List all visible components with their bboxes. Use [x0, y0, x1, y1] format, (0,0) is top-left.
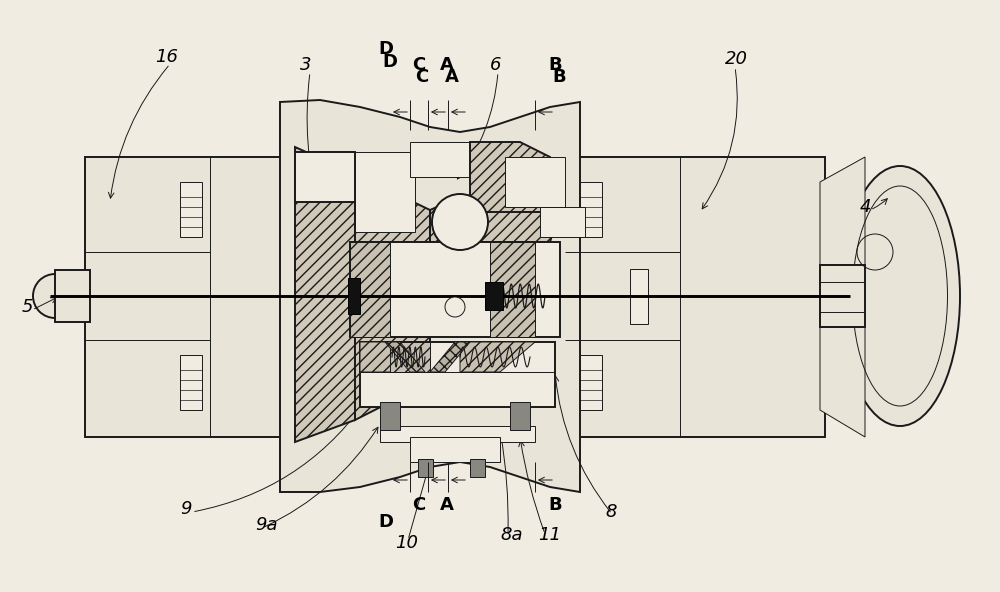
Text: 4: 4	[860, 198, 872, 216]
Polygon shape	[350, 242, 390, 337]
Text: A: A	[440, 56, 454, 74]
Text: 8a: 8a	[500, 526, 522, 544]
Bar	[180, 182, 202, 237]
Bar	[350, 242, 560, 337]
Circle shape	[33, 274, 77, 318]
Bar	[565, 157, 825, 437]
Bar	[580, 182, 602, 237]
Text: 10: 10	[395, 534, 418, 552]
Polygon shape	[385, 342, 425, 372]
Text: 9a: 9a	[255, 516, 278, 534]
Text: A: A	[445, 68, 459, 86]
Bar	[820, 265, 865, 327]
Text: 6: 6	[490, 56, 502, 74]
Bar	[410, 437, 500, 462]
Text: D: D	[382, 53, 397, 71]
Bar	[380, 426, 535, 442]
Text: C: C	[412, 496, 425, 514]
Bar	[380, 402, 400, 430]
Text: B: B	[548, 56, 562, 74]
Bar	[580, 355, 602, 410]
Bar	[85, 157, 355, 437]
Bar	[360, 342, 555, 407]
Polygon shape	[490, 242, 535, 337]
Polygon shape	[460, 342, 535, 372]
Bar	[348, 278, 360, 314]
Bar	[505, 157, 565, 207]
Polygon shape	[360, 342, 430, 372]
Polygon shape	[430, 197, 560, 242]
Text: D: D	[378, 40, 393, 58]
Polygon shape	[820, 157, 865, 265]
Bar	[630, 269, 648, 324]
Text: 9: 9	[180, 500, 192, 518]
Polygon shape	[355, 174, 430, 420]
Polygon shape	[430, 342, 470, 372]
Text: 11: 11	[538, 526, 561, 544]
Bar	[410, 142, 470, 177]
Polygon shape	[390, 342, 430, 372]
Polygon shape	[470, 142, 550, 212]
Text: 5: 5	[22, 298, 34, 316]
Text: A: A	[440, 496, 454, 514]
Text: D: D	[378, 513, 393, 531]
Bar	[540, 207, 585, 237]
Text: 8: 8	[605, 503, 616, 521]
Bar	[295, 152, 355, 202]
Bar	[470, 459, 485, 477]
Text: 16: 16	[155, 48, 178, 66]
Polygon shape	[280, 100, 580, 492]
Circle shape	[445, 297, 465, 317]
Text: B: B	[552, 68, 566, 86]
Bar	[355, 152, 415, 232]
Circle shape	[432, 194, 488, 250]
Text: C: C	[412, 56, 425, 74]
Bar	[180, 355, 202, 410]
Polygon shape	[820, 327, 865, 437]
Text: 3: 3	[300, 56, 312, 74]
Bar	[55, 270, 90, 322]
Polygon shape	[295, 147, 355, 442]
Bar	[418, 459, 433, 477]
Text: 20: 20	[725, 50, 748, 68]
Text: C: C	[415, 68, 428, 86]
Bar	[485, 282, 503, 310]
Ellipse shape	[840, 166, 960, 426]
Bar	[510, 402, 530, 430]
Text: B: B	[548, 496, 562, 514]
